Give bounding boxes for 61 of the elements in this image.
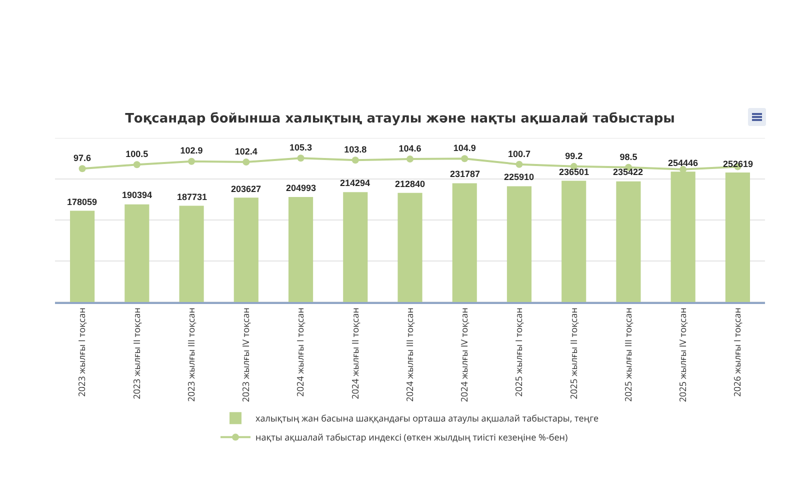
bar bbox=[343, 192, 368, 302]
x-tick-label: 2025 жылғы II тоқсан bbox=[566, 308, 580, 400]
point bbox=[242, 158, 250, 166]
data-label: 102.9 bbox=[180, 146, 203, 156]
x-tick-label: 2024 жылғы III тоқсан bbox=[402, 308, 416, 402]
data-label: 190394 bbox=[122, 190, 152, 200]
bar bbox=[562, 180, 586, 302]
data-label: 236501 bbox=[559, 167, 590, 177]
x-tick-label: 2024 жылғы II тоқсан bbox=[348, 308, 362, 400]
legend-label: нақты ақшалай табыстар индексі (өткен жылдың тиісті кезеңіне %-бен) bbox=[256, 430, 568, 444]
x-tick-label: 2023 жылғы II тоқсан bbox=[130, 308, 143, 400]
x-tick-label: 2025 жылғы I тоқсан bbox=[512, 308, 526, 397]
data-label: 212840 bbox=[395, 179, 426, 189]
data-label: 102.4 bbox=[234, 146, 258, 156]
data-label: 104.6 bbox=[398, 143, 422, 154]
x-tick-label: 2024 жылғы I тоқсан bbox=[294, 308, 307, 397]
point bbox=[352, 156, 359, 164]
data-label: 98.5 bbox=[620, 152, 638, 162]
bar bbox=[506, 186, 532, 302]
point bbox=[188, 158, 196, 165]
data-label: 104.9 bbox=[453, 143, 476, 154]
data-label: 235422 bbox=[613, 167, 644, 177]
point bbox=[406, 156, 414, 163]
bar bbox=[725, 172, 750, 302]
data-label: 252619 bbox=[723, 159, 754, 169]
legend-label: халықтың жан басына шаққандағы орташа атаулы ақшалай табыстары, теңге bbox=[256, 412, 599, 425]
bar bbox=[234, 198, 258, 302]
bar bbox=[288, 196, 314, 302]
data-label: 225910 bbox=[504, 172, 534, 182]
data-label: 231787 bbox=[450, 169, 480, 179]
chart-title: Тоқсандар бойынша халықтың атаулы және нақты ақшалай табыстары bbox=[125, 112, 675, 127]
data-label: 105.3 bbox=[290, 142, 312, 152]
data-label: 204993 bbox=[286, 183, 316, 193]
data-label: 203627 bbox=[231, 184, 262, 194]
x-tick-label: 2024 жылғы IV тоқсан bbox=[458, 308, 471, 402]
bar bbox=[70, 210, 95, 302]
data-label: 254446 bbox=[668, 158, 698, 168]
data-label: 187731 bbox=[177, 192, 208, 202]
data-label: 97.6 bbox=[74, 152, 92, 163]
bar bbox=[179, 206, 204, 302]
data-label: 100.5 bbox=[126, 149, 148, 160]
x-tick-label: 2023 жылғы III тоқсан bbox=[184, 308, 198, 402]
point bbox=[133, 161, 140, 168]
bar bbox=[124, 204, 150, 302]
x-tick-label: 2023 жылғы I тоқсан bbox=[75, 308, 88, 397]
point bbox=[78, 165, 86, 172]
x-tick-label: 2025 жылғы IV тоқсан bbox=[676, 308, 690, 402]
bar bbox=[616, 181, 641, 302]
data-label: 99.2 bbox=[565, 150, 583, 161]
x-tick-label: 2023 жылғы IV тоқсан bbox=[239, 308, 252, 402]
data-label: 178059 bbox=[67, 197, 98, 207]
data-label: 100.7 bbox=[508, 148, 530, 159]
data-label: 103.8 bbox=[344, 144, 367, 155]
x-tick-label: 2025 жылғы III тоқсан bbox=[621, 308, 634, 402]
point bbox=[297, 154, 304, 162]
data-label: 214294 bbox=[340, 178, 370, 188]
bar bbox=[452, 183, 477, 302]
point bbox=[516, 160, 523, 168]
point bbox=[461, 155, 468, 162]
bar bbox=[398, 192, 422, 302]
x-tick-label: 2026 жылғы I тоқсан bbox=[730, 308, 744, 397]
